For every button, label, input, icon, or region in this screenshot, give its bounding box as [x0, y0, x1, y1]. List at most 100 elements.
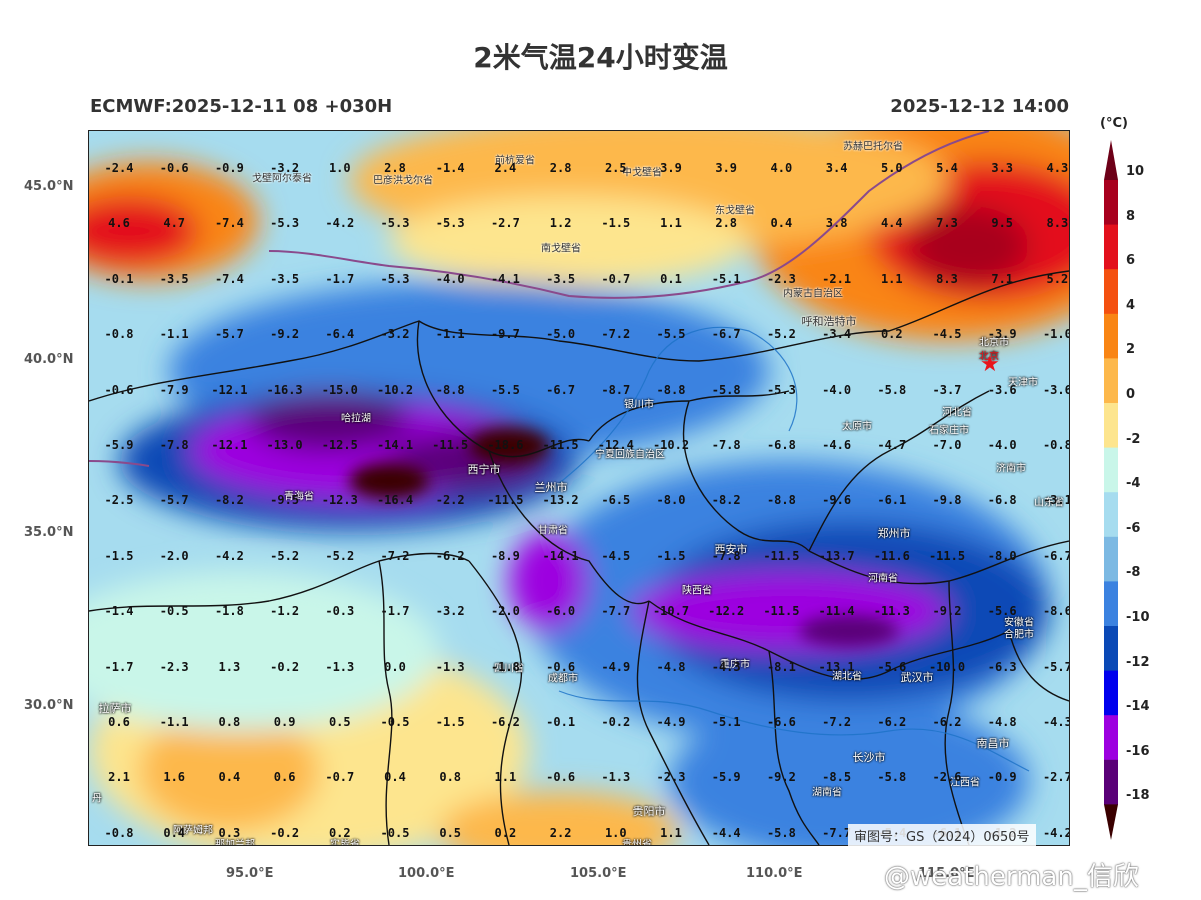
grid-value: 2.4	[494, 161, 517, 175]
grid-value: -11.6	[873, 548, 910, 563]
grid-value: -2.7	[1042, 770, 1070, 785]
grid-value: -1.5	[104, 548, 134, 563]
place-label: 那加兰邦	[215, 839, 255, 846]
grid-value: -7.7	[601, 604, 631, 619]
grid-value: -11.5	[487, 493, 524, 508]
place-label: 东戈壁省	[715, 205, 755, 217]
grid-value: -6.0	[546, 604, 576, 619]
grid-value: -12.1	[211, 438, 248, 452]
colorbar-segment	[1104, 759, 1118, 805]
grid-value: -4.9	[601, 659, 631, 674]
lon-label: 100.0°E	[398, 866, 455, 881]
grid-value: -3.2	[435, 604, 465, 619]
grid-value: 3.9	[660, 161, 682, 175]
grid-value: -1.5	[601, 216, 631, 231]
grid-value: -8.8	[656, 382, 686, 397]
colorbar-segment	[1104, 715, 1118, 761]
grid-value: -8.0	[656, 493, 686, 508]
grid-value: -6.2	[490, 715, 520, 729]
grid-value: 3.3	[991, 161, 1014, 175]
map-panel[interactable]: 苏赫巴托尔省 戈壁阿尔泰省 巴彦洪戈尔省 前杭爱省 中戈壁省 东戈壁省 南戈壁省…	[88, 130, 1070, 846]
grid-value: -7.8	[711, 438, 741, 452]
grid-value: -12.1	[211, 382, 248, 397]
grid-value: 2.8	[549, 161, 572, 175]
grid-value: 4.4	[880, 216, 903, 231]
grid-value: -8.7	[601, 382, 631, 397]
grid-value: -4.0	[987, 438, 1017, 452]
grid-value: -0.1	[104, 271, 134, 286]
grid-value: -2.3	[656, 770, 686, 785]
grid-value: -3.5	[270, 271, 300, 286]
grid-value: -4.8	[987, 715, 1017, 729]
grid-value: -1.7	[325, 271, 355, 286]
grid-value: -3.6	[1042, 382, 1070, 397]
grid-value: 0.4	[384, 770, 406, 785]
place-label: 江西省	[950, 777, 980, 789]
colorbar-tick-label: 10	[1126, 164, 1145, 179]
grid-value: -2.1	[822, 271, 852, 286]
grid-value: -0.8	[1042, 438, 1070, 452]
grid-value: 1.1	[660, 825, 682, 840]
colorbar-tick-label: -12	[1126, 654, 1150, 670]
grid-value: -13.7	[818, 548, 855, 563]
colorbar-segment	[1104, 492, 1118, 538]
grid-value: 5.0	[880, 161, 903, 175]
grid-value: -8.1	[766, 659, 796, 674]
grid-value: -16.4	[376, 493, 414, 508]
grid-value: 1.3	[218, 659, 241, 674]
grid-value: -1.4	[104, 604, 134, 619]
colorbar-segment	[1104, 626, 1118, 672]
grid-value: -10.2	[376, 382, 414, 397]
grid-value: -7.9	[159, 382, 189, 397]
grid-value: -5.3	[380, 271, 410, 286]
place-label: 石家庄市	[929, 425, 969, 437]
lon-label: 115.0°E	[918, 866, 975, 881]
colorbar-tick-label: 8	[1126, 208, 1136, 224]
place-label: 安徽省	[1004, 617, 1034, 629]
grid-value: -7.2	[380, 548, 410, 563]
colorbar-tick-label: 2	[1126, 342, 1136, 358]
grid-value: -18.6	[487, 438, 524, 452]
grid-value: 1.0	[328, 161, 351, 175]
place-label: 北京	[979, 351, 999, 363]
grid-value: -12.2	[708, 604, 745, 619]
place-label: 四川省	[494, 663, 524, 675]
grid-value: -6.2	[435, 548, 465, 563]
valid-time-label: 2025-12-12 14:00	[890, 96, 1069, 117]
grid-value: -11.5	[432, 438, 469, 452]
grid-value: 1.1	[494, 770, 517, 785]
grid-value: -5.7	[159, 493, 189, 508]
grid-value: -4.3	[1042, 715, 1070, 729]
grid-value: -5.8	[877, 770, 907, 785]
place-label: 苏赫巴托尔省	[843, 141, 903, 153]
colorbar-tick-label: -6	[1126, 520, 1141, 536]
grid-value: -5.2	[325, 548, 355, 563]
grid-value: -1.8	[490, 659, 520, 674]
grid-value: -7.8	[159, 438, 189, 452]
grid-value: -7.7	[822, 825, 852, 840]
grid-value: -5.7	[214, 327, 244, 342]
grid-value: -14.1	[376, 438, 414, 452]
grid-value: -5.5	[656, 327, 686, 342]
grid-value: -3.6	[987, 382, 1017, 397]
grid-value: 0.0	[384, 659, 406, 674]
grid-value: -3.4	[822, 327, 852, 342]
place-label: 成都市	[548, 673, 578, 685]
grid-value: 1.0	[604, 825, 627, 840]
place-label: 实皆省	[330, 839, 360, 846]
colorbar-segment	[1104, 670, 1118, 716]
place-label: 西宁市	[467, 463, 501, 476]
grid-value: -0.9	[987, 770, 1017, 785]
grid-value: -8.2	[214, 493, 244, 508]
colorbar-segment	[1104, 403, 1118, 449]
grid-value: -6.7	[546, 382, 576, 397]
place-label: 丹	[92, 793, 102, 805]
grid-value: -0.6	[546, 770, 576, 785]
colorbar-tick-label: -16	[1126, 743, 1150, 759]
grid-value: -0.5	[380, 825, 410, 840]
grid-value: 1.1	[660, 216, 682, 231]
grid-value: -14.1	[542, 548, 579, 563]
grid-value: -4.2	[325, 216, 355, 231]
grid-value: -4.4	[711, 825, 741, 840]
grid-value: -0.2	[601, 715, 631, 729]
